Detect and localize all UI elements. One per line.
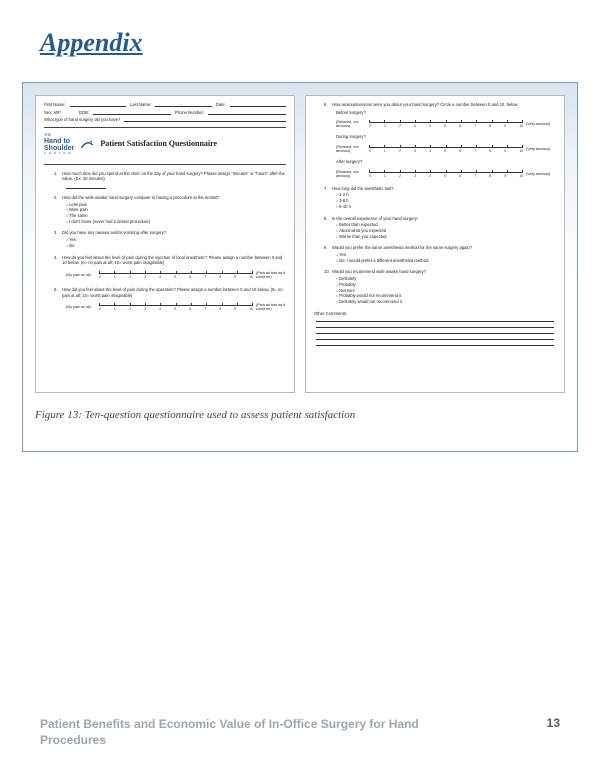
- anxiety-scale: 012345678910: [369, 147, 523, 155]
- question-7: 7.How long did the anesthetic last? 1-2 …: [324, 186, 556, 210]
- swoosh-icon: [80, 138, 94, 152]
- logo-hand-to: Hand to: [44, 138, 74, 145]
- scale-right: (Very anxious): [526, 122, 556, 126]
- questionnaire-page-1: First Name: Last Name: Date: Sex: M/F DO…: [35, 95, 295, 393]
- questionnaire-pages: First Name: Last Name: Date: Sex: M/F DO…: [35, 95, 565, 393]
- pain-scale: 012345678910: [99, 273, 253, 281]
- logo-row: THE Hand to Shoulder C E N T E R Patient…: [44, 134, 286, 156]
- q10-opt: Definitely would not recommend it: [336, 299, 556, 305]
- q6-after: After surgery?: [324, 159, 556, 165]
- page-footer: Patient Benefits and Economic Value of I…: [40, 716, 560, 748]
- anxiety-scale: 012345678910: [369, 172, 523, 180]
- questionnaire-page-2: 6.How anxious/nervous were you about you…: [305, 95, 565, 393]
- q2-opt: I don't know (never had a dental procedu…: [66, 219, 286, 225]
- clinic-logo: THE Hand to Shoulder C E N T E R: [44, 134, 74, 156]
- q7-opt: 6-10 h: [336, 204, 556, 210]
- scale-right: (Very anxious): [526, 172, 556, 176]
- comment-line: [316, 340, 554, 346]
- scale-left: (No pain at all): [66, 273, 96, 277]
- scale-left: (Relaxed, not anxious): [336, 145, 366, 153]
- question-8: 8.Is the overall experience of your hand…: [324, 216, 556, 240]
- field-phone: Phone Number:: [175, 110, 204, 116]
- anxiety-scale: 012345678910: [369, 122, 523, 130]
- figure-caption: Figure 13: Ten-question questionnaire us…: [35, 409, 565, 421]
- q6-during: During surgery?: [324, 134, 556, 140]
- footer-doc-title: Patient Benefits and Economic Value of I…: [40, 716, 460, 748]
- title-divider: [44, 164, 286, 165]
- appendix-heading: Appendix: [0, 0, 600, 64]
- field-firstname: First Name:: [44, 102, 66, 108]
- question-5: 5.How did you feel about the level of pa…: [54, 287, 286, 313]
- question-1: 1.How much time did you spend at the cli…: [54, 171, 286, 189]
- field-sex: Sex: M/F: [44, 110, 61, 116]
- field-lastname: Last Name:: [130, 102, 151, 108]
- question-4: 4.How do you feel about the level of pai…: [54, 255, 286, 281]
- footer-page-number: 13: [547, 716, 560, 730]
- scale-left: (Relaxed, not anxious): [336, 170, 366, 178]
- questionnaire-title: Patient Satisfaction Questionnaire: [100, 139, 217, 150]
- question-10: 10.Would you recommend wide awake hand s…: [324, 269, 556, 304]
- scale-left: (Relaxed, not anxious): [336, 120, 366, 128]
- scale-right: (Pain as bad as it could be): [256, 303, 286, 311]
- field-date: Date:: [216, 102, 226, 108]
- figure-container: First Name: Last Name: Date: Sex: M/F DO…: [22, 82, 578, 452]
- field-dob: DOB:: [79, 110, 89, 116]
- logo-center: C E N T E R: [44, 152, 74, 155]
- question-3: 3.Did you have any nausea and/or vomitin…: [54, 230, 286, 248]
- q8-opt: Worse than you expected: [336, 234, 556, 240]
- scale-right: (Very anxious): [526, 147, 556, 151]
- header-divider: [44, 127, 286, 128]
- question-6: 6.How anxious/nervous were you about you…: [324, 102, 556, 180]
- scale-right: (Pain as bad as it could be): [256, 271, 286, 279]
- q6-before: Before surgery?: [324, 110, 556, 116]
- q3-opt: No: [66, 243, 286, 249]
- scale-left: (No pain at all): [66, 305, 96, 309]
- question-9: 9.Would you prefer the same anesthesia m…: [324, 245, 556, 263]
- q9-opt: No, I would prefer a different anesthesi…: [336, 258, 556, 264]
- field-surgery-type: What type of hand surgery did you have?: [44, 117, 120, 123]
- pain-scale: 012345678910: [99, 305, 253, 313]
- question-2: 2.How did the wide-awake hand surgery co…: [54, 195, 286, 225]
